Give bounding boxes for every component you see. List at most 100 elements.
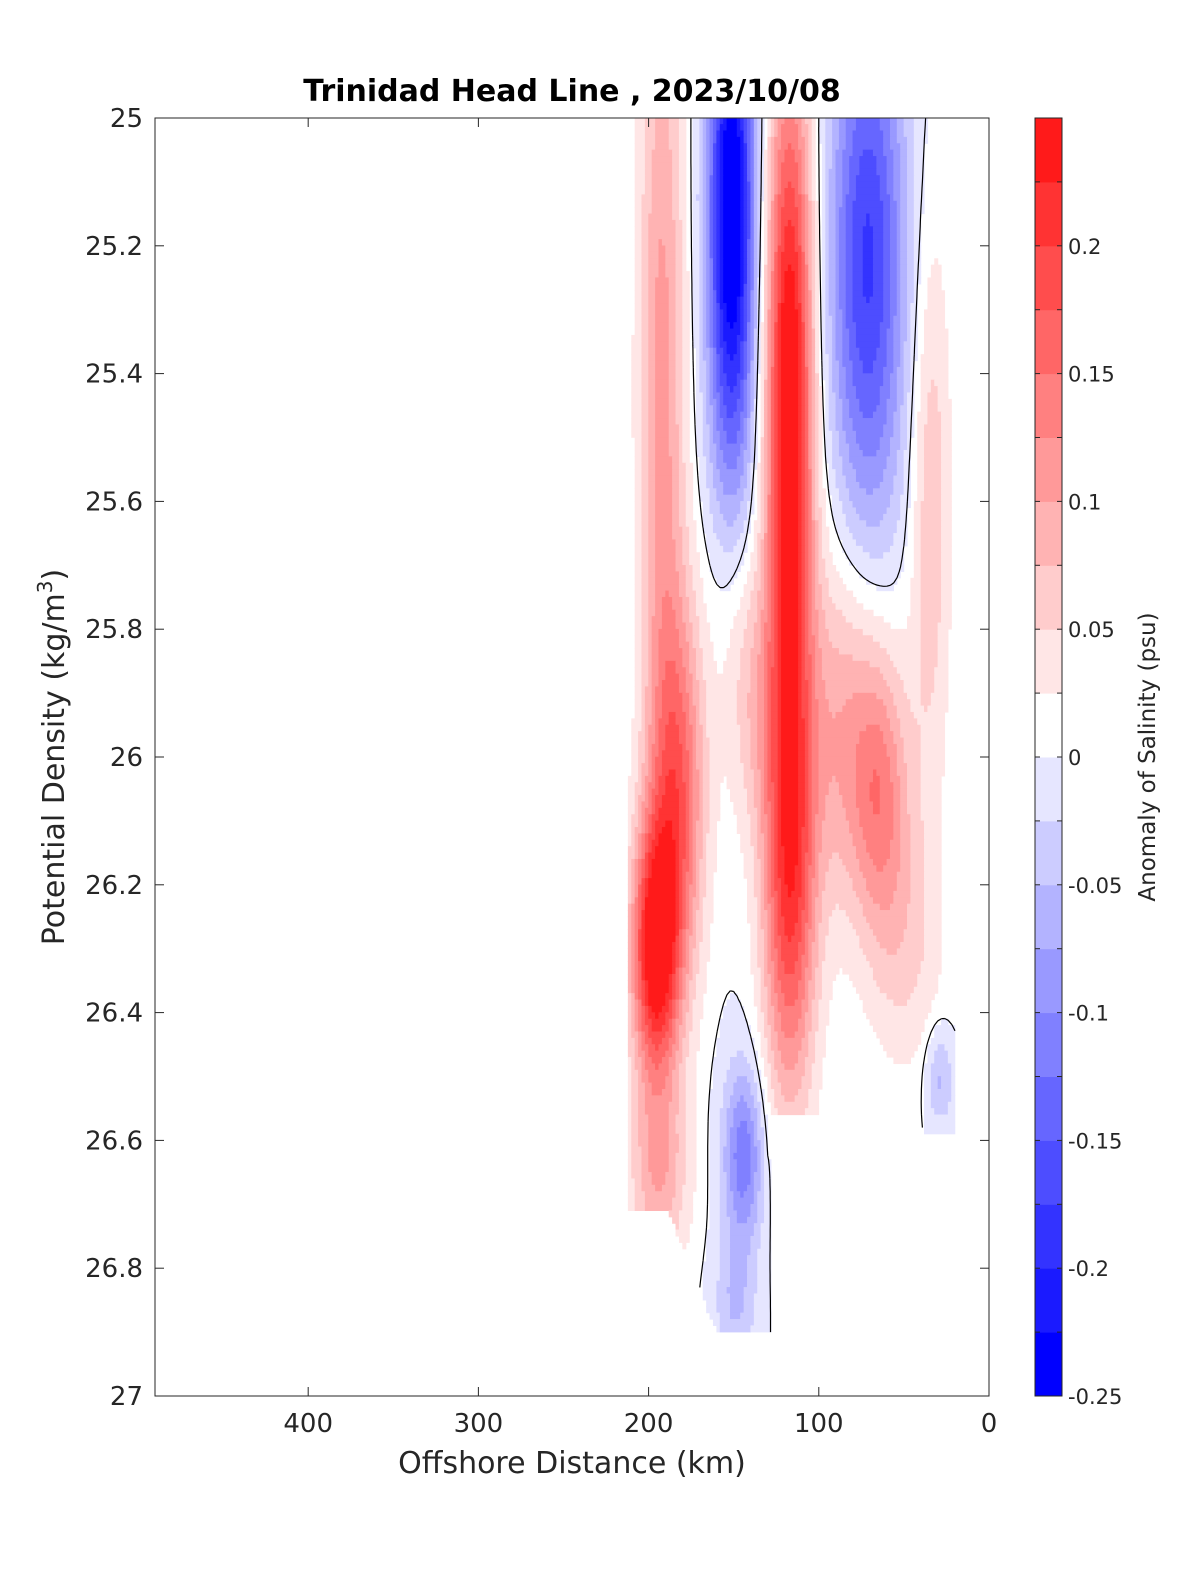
- contour-band-cell: [770, 520, 775, 528]
- contour-band-cell: [747, 290, 752, 298]
- contour-band-cell: [753, 878, 762, 886]
- contour-band-cell: [648, 565, 656, 572]
- contour-band-cell: [675, 565, 687, 572]
- contour-band-cell: [747, 430, 752, 438]
- contour-band-cell: [719, 213, 724, 221]
- contour-band-cell: [941, 558, 952, 566]
- contour-band-cell: [716, 303, 721, 310]
- contour-band-cell: [641, 296, 649, 304]
- contour-band-cell: [648, 628, 653, 636]
- contour-band-cell: [818, 788, 830, 796]
- contour-band-cell: [815, 411, 820, 419]
- contour-band-cell: [682, 533, 690, 541]
- contour-band-cell: [781, 635, 799, 643]
- contour-band-cell: [764, 929, 769, 937]
- contour-band-cell: [804, 347, 809, 355]
- contour-band-cell: [631, 750, 639, 758]
- contour-band-cell: [907, 692, 922, 700]
- contour-band-cell: [811, 187, 816, 195]
- contour-band-cell: [777, 328, 782, 336]
- contour-band-cell: [798, 520, 803, 528]
- contour-band-cell: [723, 258, 741, 266]
- contour-band-cell: [801, 437, 806, 445]
- contour-band-cell: [941, 475, 952, 483]
- contour-band-cell: [930, 379, 935, 387]
- contour-band-cell: [934, 667, 949, 675]
- contour-band-cell: [801, 673, 806, 681]
- contour-band-cell: [777, 545, 782, 553]
- contour-band-cell: [631, 373, 643, 381]
- contour-band-cell: [750, 590, 758, 598]
- contour-band-cell: [815, 814, 826, 822]
- contour-band-cell: [903, 680, 922, 688]
- contour-band-cell: [889, 437, 901, 445]
- contour-band-cell: [712, 526, 745, 534]
- contour-band-cell: [767, 469, 772, 477]
- contour-band-cell: [913, 251, 922, 259]
- contour-band-cell: [767, 756, 772, 764]
- contour-band-cell: [719, 309, 724, 317]
- contour-band-cell: [859, 807, 874, 815]
- contour-band-cell: [900, 801, 908, 809]
- contour-band-cell: [913, 118, 929, 125]
- contour-band-cell: [889, 251, 898, 259]
- contour-band-cell: [747, 181, 752, 189]
- contour-band-cell: [743, 437, 748, 445]
- contour-band-cell: [682, 239, 687, 247]
- contour-band-cell: [804, 481, 809, 489]
- contour-band-cell: [774, 449, 779, 457]
- contour-band-cell: [747, 258, 752, 266]
- contour-band-cell: [781, 315, 799, 323]
- contour-band-cell: [811, 680, 816, 688]
- contour-band-cell: [764, 207, 769, 215]
- contour-band-cell: [798, 552, 803, 560]
- contour-band-cell: [634, 903, 639, 911]
- contour-band-cell: [808, 181, 813, 189]
- contour-band-cell: [665, 590, 670, 598]
- contour-band-cell: [879, 724, 891, 732]
- contour-band-cell: [702, 315, 707, 323]
- contour-band-cell: [852, 418, 888, 426]
- contour-band-cell: [712, 475, 721, 483]
- contour-band-cell: [658, 641, 680, 649]
- contour-band-cell: [651, 200, 673, 208]
- contour-band-cell: [781, 207, 799, 215]
- contour-band-cell: [801, 424, 806, 432]
- contour-band-cell: [699, 315, 704, 323]
- contour-band-cell: [849, 181, 857, 189]
- contour-band-cell: [798, 360, 803, 368]
- contour-band-cell: [859, 858, 874, 866]
- contour-band-cell: [903, 481, 912, 489]
- contour-band-cell: [634, 858, 639, 866]
- contour-band-cell: [808, 245, 813, 253]
- contour-band-cell: [845, 118, 857, 125]
- contour-band-cell: [764, 680, 769, 688]
- contour-band-cell: [634, 635, 643, 643]
- contour-band-cell: [924, 897, 942, 905]
- contour-band-cell: [668, 283, 677, 291]
- contour-band-cell: [821, 149, 826, 157]
- contour-band-cell: [852, 200, 884, 208]
- contour-band-cell: [900, 424, 908, 432]
- contour-band-cell: [835, 239, 840, 247]
- contour-band-cell: [781, 130, 799, 138]
- contour-band-cell: [815, 526, 820, 534]
- contour-band-cell: [828, 405, 837, 413]
- contour-band-cell: [767, 865, 772, 873]
- contour-band-cell: [695, 833, 704, 841]
- contour-band-cell: [913, 213, 922, 221]
- contour-band-cell: [804, 456, 809, 464]
- contour-band-cell: [631, 916, 636, 924]
- contour-band-cell: [695, 398, 704, 406]
- contour-band-cell: [883, 130, 891, 138]
- contour-band-cell: [883, 296, 891, 304]
- contour-band-cell: [815, 858, 820, 866]
- contour-band-cell: [634, 309, 643, 317]
- contour-band-cell: [808, 328, 813, 336]
- contour-band-cell: [648, 871, 653, 879]
- contour-band-cell: [818, 494, 826, 502]
- contour-band-cell: [852, 692, 877, 700]
- contour-band-cell: [648, 424, 656, 432]
- contour-band-cell: [808, 890, 813, 898]
- contour-band-cell: [821, 283, 826, 291]
